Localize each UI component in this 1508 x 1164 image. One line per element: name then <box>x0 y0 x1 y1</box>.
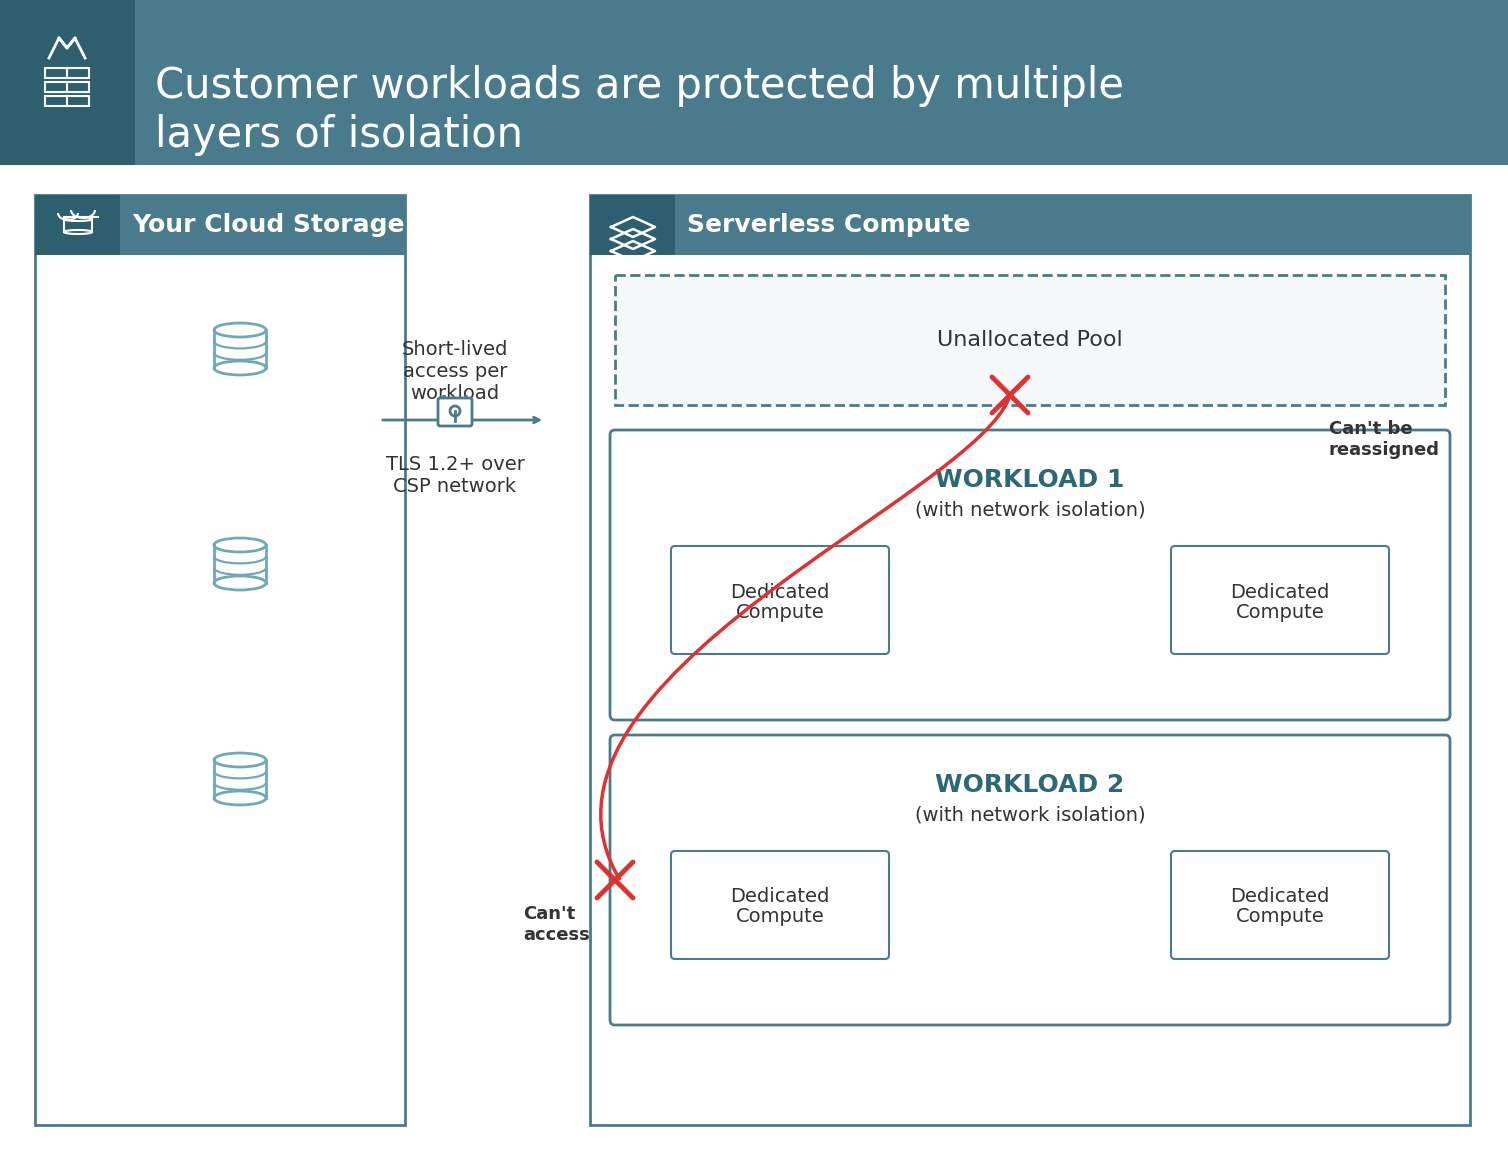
Text: Unallocated Pool: Unallocated Pool <box>936 331 1123 350</box>
Text: Compute: Compute <box>736 603 825 622</box>
Text: Compute: Compute <box>1235 603 1324 622</box>
FancyBboxPatch shape <box>35 196 406 255</box>
FancyBboxPatch shape <box>1172 546 1389 654</box>
FancyBboxPatch shape <box>1172 851 1389 959</box>
Text: Dedicated: Dedicated <box>1231 887 1330 907</box>
FancyBboxPatch shape <box>590 196 1470 1124</box>
FancyBboxPatch shape <box>590 196 1470 255</box>
Text: WORKLOAD 2: WORKLOAD 2 <box>935 773 1125 797</box>
FancyBboxPatch shape <box>35 196 406 1124</box>
FancyBboxPatch shape <box>0 0 1508 165</box>
Text: Compute: Compute <box>1235 908 1324 927</box>
FancyBboxPatch shape <box>671 546 890 654</box>
Text: (with network isolation): (with network isolation) <box>915 805 1145 824</box>
FancyBboxPatch shape <box>615 275 1445 405</box>
FancyBboxPatch shape <box>0 0 136 165</box>
FancyBboxPatch shape <box>35 196 121 255</box>
Text: Dedicated: Dedicated <box>1231 582 1330 602</box>
Text: Short-lived
access per
workload: Short-lived access per workload <box>401 340 508 403</box>
Text: Dedicated: Dedicated <box>730 582 829 602</box>
Text: Customer workloads are protected by multiple
layers of isolation: Customer workloads are protected by mult… <box>155 65 1123 156</box>
Text: WORKLOAD 1: WORKLOAD 1 <box>935 468 1125 492</box>
FancyBboxPatch shape <box>0 165 1508 1164</box>
FancyBboxPatch shape <box>671 851 890 959</box>
FancyBboxPatch shape <box>437 398 472 426</box>
Text: Can't
access: Can't access <box>523 904 590 944</box>
Text: TLS 1.2+ over
CSP network: TLS 1.2+ over CSP network <box>386 455 525 496</box>
FancyBboxPatch shape <box>590 196 676 255</box>
Text: Your Cloud Storage: Your Cloud Storage <box>133 213 404 237</box>
Text: (with network isolation): (with network isolation) <box>915 501 1145 519</box>
Text: Can't be
reassigned: Can't be reassigned <box>1329 420 1440 459</box>
Text: Compute: Compute <box>736 908 825 927</box>
Text: Dedicated: Dedicated <box>730 887 829 907</box>
FancyBboxPatch shape <box>611 430 1451 721</box>
Text: Serverless Compute: Serverless Compute <box>688 213 971 237</box>
FancyBboxPatch shape <box>611 734 1451 1025</box>
